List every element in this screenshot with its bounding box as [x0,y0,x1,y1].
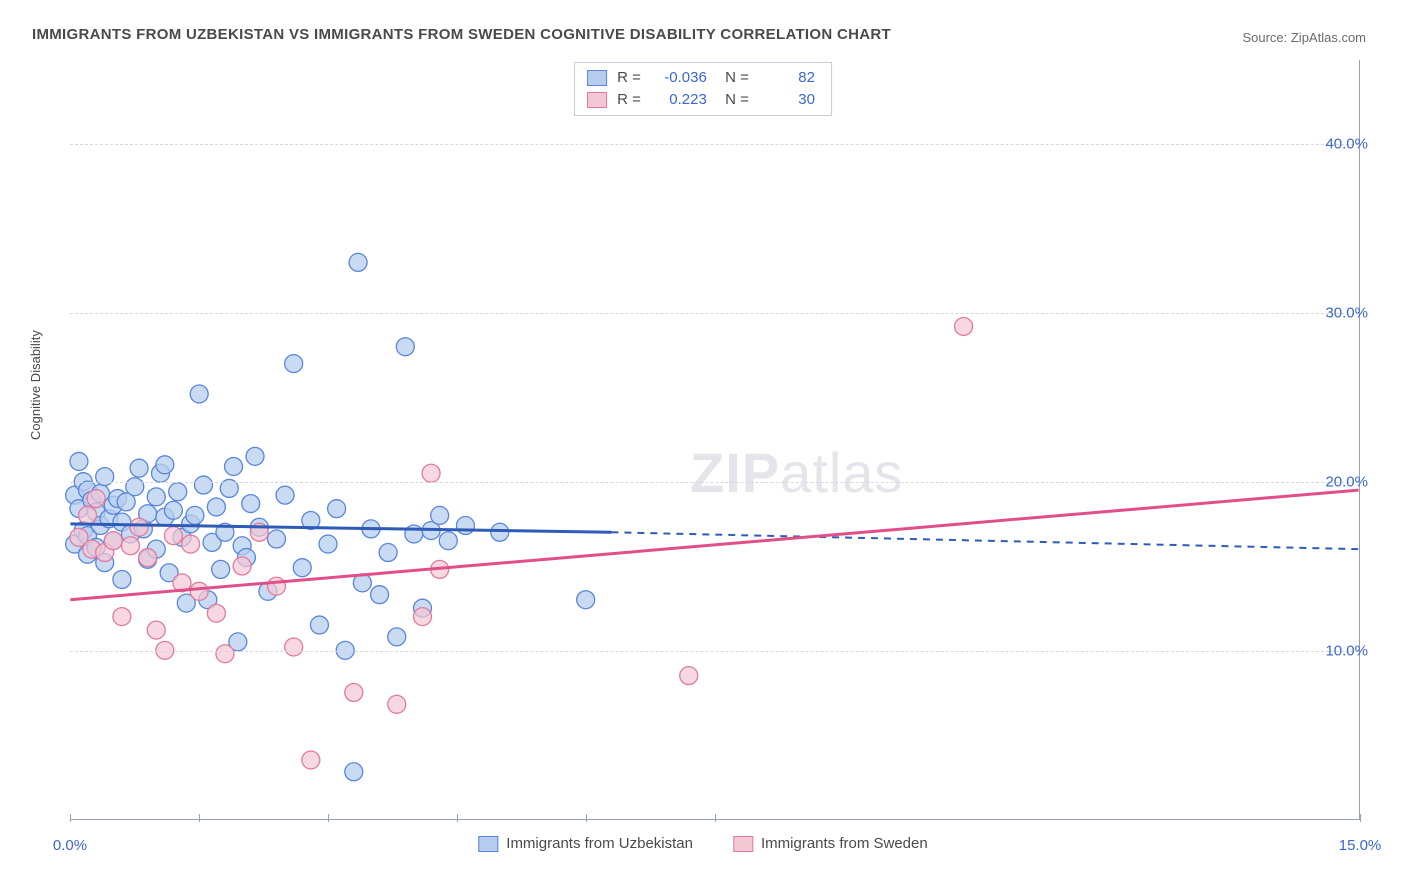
y-tick-label: 10.0% [1325,643,1368,660]
x-tick-label: 0.0% [53,837,87,854]
x-tick-mark [715,814,716,822]
legend-label-uzbekistan: Immigrants from Uzbekistan [506,835,693,852]
x-tick-mark [1360,814,1361,822]
chart-title: IMMIGRANTS FROM UZBEKISTAN VS IMMIGRANTS… [32,26,891,43]
x-tick-mark [328,814,329,822]
y-tick-label: 20.0% [1325,474,1368,491]
legend-label-sweden: Immigrants from Sweden [761,835,928,852]
stats-row-sweden: R = 0.223 N = 30 [587,89,815,111]
y-axis-label: Cognitive Disability [28,330,43,440]
gridline [70,313,1359,314]
legend-item-uzbekistan: Immigrants from Uzbekistan [478,835,693,852]
gridline [70,144,1359,145]
n-value-sweden: 30 [759,89,815,111]
r-value-sweden: 0.223 [651,89,707,111]
x-tick-mark [199,814,200,822]
swatch-uzbekistan [478,836,498,852]
x-tick-mark [457,814,458,822]
legend-item-sweden: Immigrants from Sweden [733,835,928,852]
plot-area: ZIPatlas [70,60,1360,820]
swatch-sweden [733,836,753,852]
stats-row-uzbekistan: R = -0.036 N = 82 [587,67,815,89]
gridline [70,482,1359,483]
x-tick-mark [70,814,71,822]
y-tick-label: 40.0% [1325,136,1368,153]
scatter-plot-svg [70,60,1359,819]
swatch-sweden [587,92,607,108]
x-tick-mark [586,814,587,822]
correlation-stats-box: R = -0.036 N = 82 R = 0.223 N = 30 [574,62,832,116]
gridline [70,651,1359,652]
n-value-uzbekistan: 82 [759,67,815,89]
correlation-chart: IMMIGRANTS FROM UZBEKISTAN VS IMMIGRANTS… [20,20,1386,872]
source-attribution: Source: ZipAtlas.com [1242,30,1366,45]
series-legend: Immigrants from Uzbekistan Immigrants fr… [478,835,927,852]
x-tick-label: 15.0% [1339,837,1382,854]
r-value-uzbekistan: -0.036 [651,67,707,89]
swatch-uzbekistan [587,70,607,86]
y-tick-label: 30.0% [1325,305,1368,322]
